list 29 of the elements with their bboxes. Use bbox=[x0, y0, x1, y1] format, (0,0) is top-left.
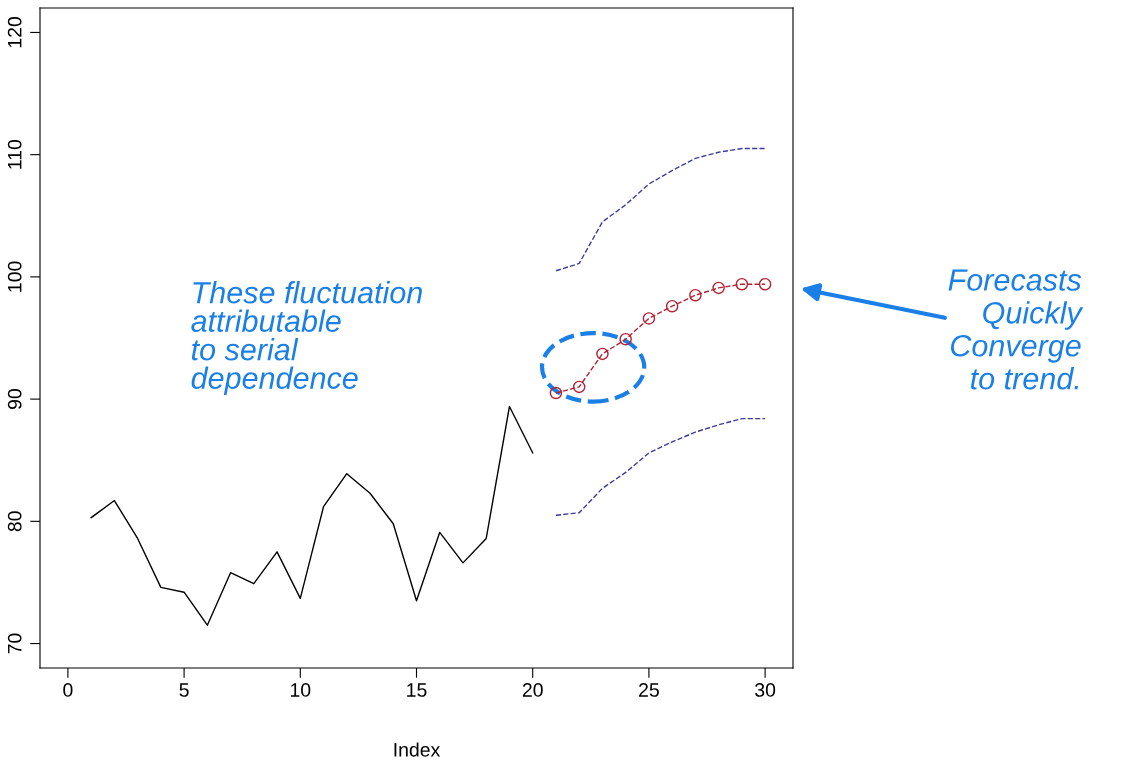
y-tick-label: 70 bbox=[7, 633, 22, 654]
point bbox=[596, 347, 609, 361]
point bbox=[758, 277, 772, 291]
x-tick-label: 25 bbox=[639, 683, 659, 697]
point bbox=[665, 299, 679, 313]
text: Forecasts Quickly Converge to trend. bbox=[948, 269, 1084, 390]
line-series bbox=[555, 147, 766, 272]
x-tick-label: 20 bbox=[522, 683, 543, 697]
point bbox=[572, 380, 586, 394]
y-tick-label: 90 bbox=[7, 389, 22, 410]
point bbox=[549, 386, 563, 400]
point bbox=[712, 281, 725, 295]
point bbox=[735, 277, 749, 291]
x-tick-label: 0 bbox=[63, 683, 73, 697]
y-tick-label: 110 bbox=[7, 139, 22, 169]
point bbox=[619, 332, 632, 346]
x-tick-label: 15 bbox=[407, 683, 427, 697]
annotation: These fluctuation attributable to serial dependence bbox=[191, 281, 422, 395]
y-tick-label: 120 bbox=[7, 16, 22, 48]
x-tick-label: 5 bbox=[179, 683, 189, 697]
y-tick-label: 100 bbox=[7, 261, 22, 292]
point bbox=[642, 312, 656, 325]
point bbox=[689, 288, 702, 302]
x-tick-label: 30 bbox=[755, 683, 776, 697]
line-series bbox=[90, 405, 534, 626]
line-series bbox=[555, 417, 766, 516]
y-tick-label: 80 bbox=[7, 511, 22, 532]
x-tick-label: 10 bbox=[290, 683, 311, 697]
x-axis-title: Index bbox=[394, 742, 441, 757]
